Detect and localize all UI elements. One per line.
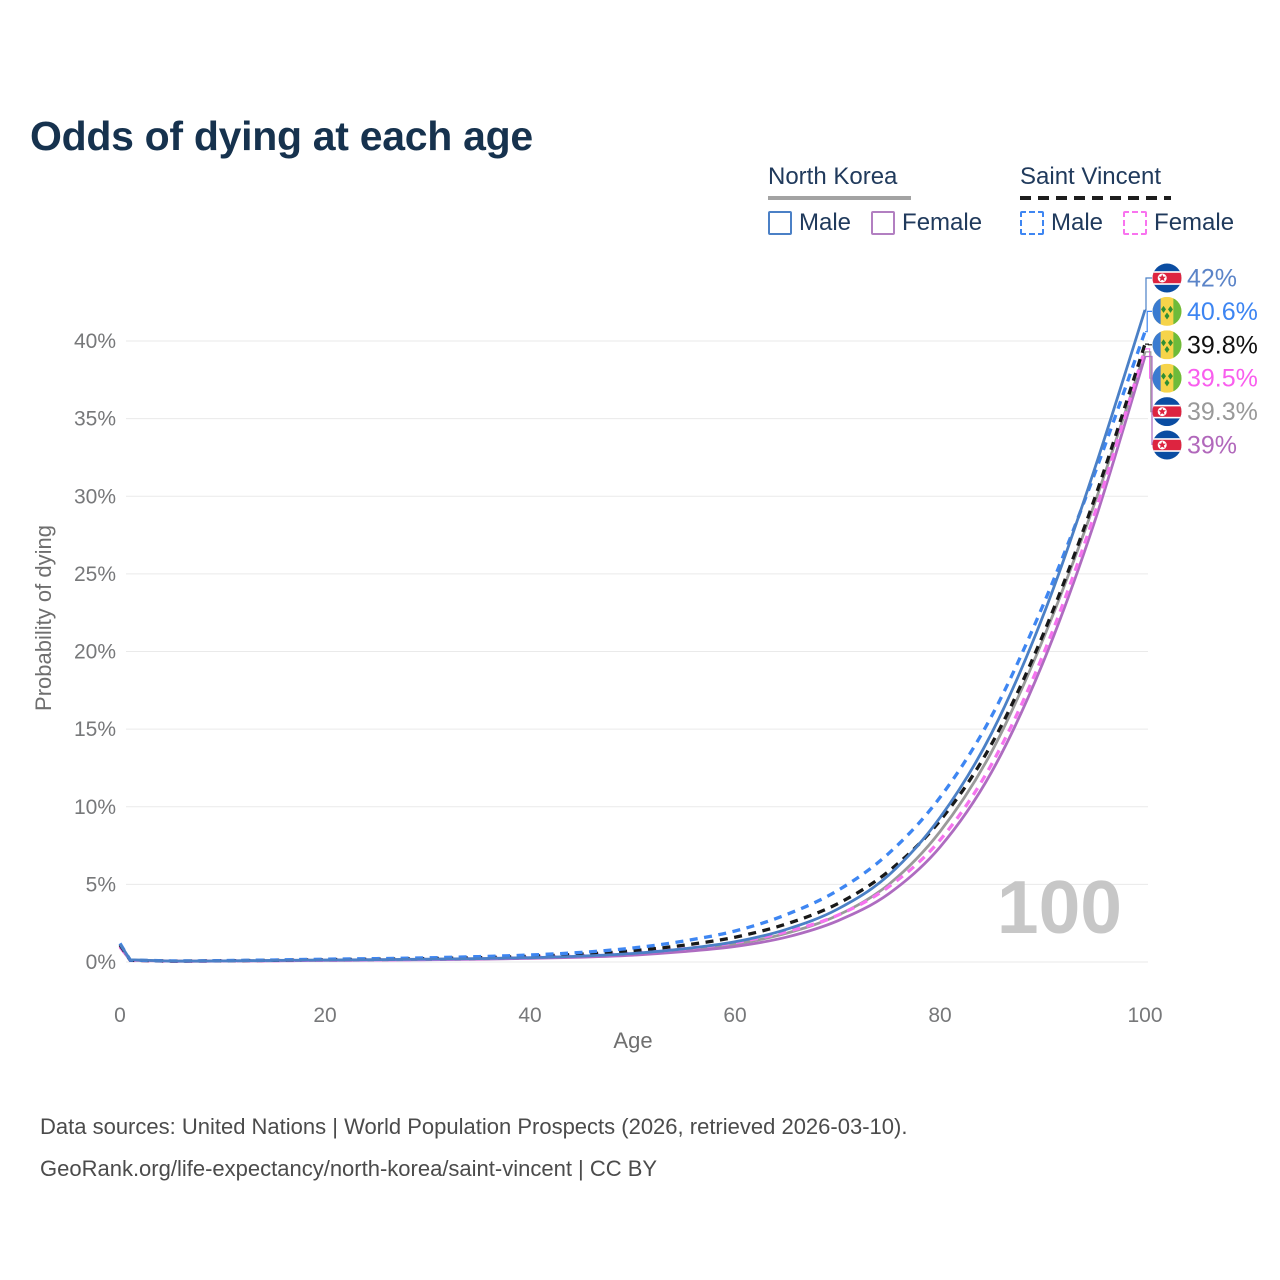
flag-saint-vincent-icon — [1152, 330, 1182, 360]
x-tick-label: 20 — [313, 1004, 336, 1027]
y-tick-label: 0% — [86, 951, 116, 974]
x-tick-label: 40 — [518, 1004, 541, 1027]
y-tick-label: 30% — [74, 485, 116, 508]
watermark-age-100: 100 — [996, 865, 1122, 949]
flag-saint-vincent-icon — [1152, 363, 1182, 393]
y-tick-label: 15% — [74, 718, 116, 741]
y-tick-label: 10% — [74, 796, 116, 819]
x-tick-label: 100 — [1127, 1004, 1162, 1027]
footer: Data sources: United Nations | World Pop… — [40, 1106, 907, 1190]
legend-underline-dashed — [1020, 196, 1171, 200]
footer-data-sources: Data sources: United Nations | World Pop… — [40, 1114, 908, 1139]
page-title: Odds of dying at each age — [30, 113, 533, 160]
end-label-north-korea-both: 39.3% — [1187, 398, 1258, 426]
end-label-saint-vincent-both: 39.8% — [1187, 331, 1258, 359]
legend-group-title-north-korea: North Korea — [768, 163, 898, 190]
y-tick-label: 35% — [74, 408, 116, 431]
leader-line — [1145, 355, 1153, 445]
legend-group-north-korea: North Korea Male Female — [768, 163, 982, 237]
legend-item-label: Female — [902, 209, 983, 236]
y-tick-label: 25% — [74, 563, 116, 586]
x-axis-title: Age — [613, 1028, 653, 1053]
end-label-saint-vincent-female: 39.5% — [1187, 365, 1258, 393]
legend-group-saint-vincent: Saint Vincent Male Female — [1020, 163, 1234, 237]
flag-north-korea-icon — [1152, 430, 1182, 460]
legend-swatch-north-korea-female[interactable] — [871, 211, 896, 235]
x-tick-label: 0 — [114, 1004, 126, 1027]
y-axis-title: Probability of dying — [31, 525, 56, 711]
legend-item-north-korea-female[interactable]: Female — [871, 209, 982, 237]
x-tick-label: 60 — [723, 1004, 746, 1027]
x-tick-label: 80 — [928, 1004, 951, 1027]
series-line-north-korea-male — [118, 309, 1147, 963]
legend-underline-solid — [768, 196, 911, 200]
end-label-north-korea-female: 39% — [1187, 432, 1237, 460]
legend-item-saint-vincent-male[interactable]: Male — [1020, 209, 1103, 237]
legend-item-label: Male — [1051, 209, 1104, 236]
flag-north-korea-icon — [1152, 263, 1182, 293]
leader-line — [1145, 310, 1152, 333]
legend-swatch-saint-vincent-female[interactable] — [1123, 211, 1148, 235]
flag-north-korea-icon — [1152, 397, 1182, 427]
legend-item-label: Male — [799, 209, 852, 236]
legend-swatch-north-korea-male[interactable] — [768, 211, 792, 235]
y-tick-label: 40% — [74, 330, 116, 353]
end-label-saint-vincent-male: 40.6% — [1187, 298, 1258, 326]
leader-line — [1145, 277, 1152, 311]
legend-group-title-saint-vincent: Saint Vincent — [1020, 163, 1161, 190]
legend-item-label: Female — [1154, 209, 1235, 236]
series-line-saint-vincent-male — [118, 331, 1147, 963]
legend-item-north-korea-male[interactable]: Male — [768, 209, 851, 237]
y-tick-label: 5% — [86, 873, 116, 896]
legend-item-saint-vincent-female[interactable]: Female — [1123, 209, 1234, 237]
end-label-north-korea-male: 42% — [1187, 265, 1237, 293]
footer-attribution: GeoRank.org/life-expectancy/north-korea/… — [40, 1156, 658, 1181]
leader-line — [1145, 343, 1152, 346]
legend-swatch-saint-vincent-male[interactable] — [1020, 211, 1044, 235]
series-line-saint-vincent-both — [118, 343, 1147, 963]
flag-saint-vincent-icon — [1152, 296, 1182, 326]
y-tick-label: 20% — [74, 641, 116, 664]
leader-line — [1145, 351, 1152, 413]
